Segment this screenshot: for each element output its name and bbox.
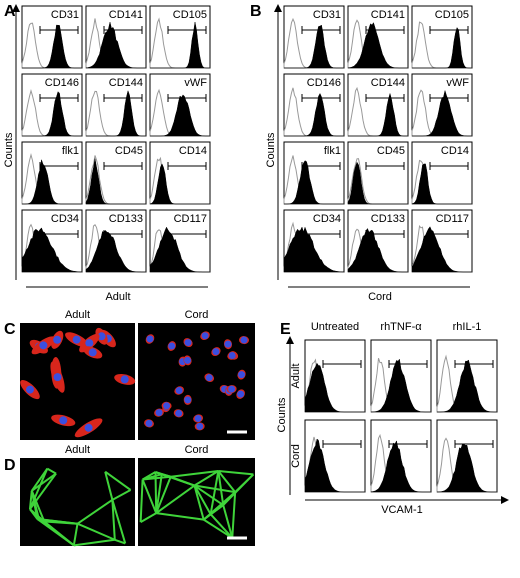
nucleus bbox=[85, 424, 93, 432]
column-label: rhIL-1 bbox=[453, 321, 482, 333]
y-axis-label: Counts bbox=[3, 132, 15, 167]
tube bbox=[155, 472, 156, 513]
nucleus bbox=[156, 409, 163, 416]
marker-label: CD31 bbox=[313, 9, 341, 21]
marker-label: flk1 bbox=[324, 145, 341, 157]
marker-label: CD133 bbox=[109, 213, 143, 225]
marker-label: CD105 bbox=[435, 9, 469, 21]
nucleus bbox=[53, 336, 61, 344]
panel-label: E bbox=[280, 321, 291, 338]
marker-label: CD141 bbox=[371, 9, 405, 21]
nucleus bbox=[85, 339, 93, 347]
image-label: Cord bbox=[185, 444, 209, 456]
nucleus bbox=[184, 396, 191, 403]
marker-label: vWF bbox=[446, 77, 469, 89]
nucleus bbox=[145, 420, 152, 427]
marker-label: CD45 bbox=[115, 145, 143, 157]
nucleus bbox=[121, 375, 129, 383]
column-label: rhTNF-α bbox=[380, 321, 422, 333]
nucleus bbox=[224, 341, 231, 348]
marker-label: flk1 bbox=[62, 145, 79, 157]
row-label: Cord bbox=[290, 444, 302, 468]
image-label: Adult bbox=[65, 444, 90, 456]
nucleus bbox=[238, 371, 245, 378]
nucleus bbox=[168, 343, 175, 350]
nucleus bbox=[185, 339, 192, 346]
nucleus bbox=[59, 416, 67, 424]
marker-label: CD14 bbox=[441, 145, 469, 157]
marker-label: CD105 bbox=[173, 9, 207, 21]
nucleus bbox=[237, 391, 244, 398]
x-axis-label: Adult bbox=[105, 291, 130, 303]
nucleus bbox=[228, 386, 235, 393]
nucleus bbox=[175, 410, 182, 417]
marker-label: CD133 bbox=[371, 213, 405, 225]
marker-label: vWF bbox=[184, 77, 207, 89]
marker-label: CD146 bbox=[45, 77, 79, 89]
nucleus bbox=[196, 423, 203, 430]
y-axis-label: Counts bbox=[276, 397, 288, 432]
panel-label: C bbox=[4, 321, 16, 338]
nucleus bbox=[89, 348, 97, 356]
nucleus bbox=[206, 374, 213, 381]
column-label: Untreated bbox=[311, 321, 359, 333]
panel-label: D bbox=[4, 457, 16, 474]
nucleus bbox=[26, 386, 34, 394]
marker-label: CD14 bbox=[179, 145, 207, 157]
row-label: Adult bbox=[290, 363, 302, 388]
nucleus bbox=[212, 348, 219, 355]
nucleus bbox=[163, 402, 170, 409]
marker-label: CD117 bbox=[174, 213, 207, 225]
marker-label: CD34 bbox=[313, 213, 341, 225]
x-axis-label: VCAM-1 bbox=[381, 504, 423, 516]
marker-label: CD117 bbox=[436, 213, 469, 225]
nucleus bbox=[202, 332, 209, 339]
panel-label: A bbox=[4, 3, 16, 20]
marker-label: CD45 bbox=[377, 145, 405, 157]
panel-label: B bbox=[250, 3, 262, 20]
nucleus bbox=[73, 336, 81, 344]
nucleus bbox=[240, 337, 247, 344]
x-axis-label: Cord bbox=[368, 291, 392, 303]
nucleus bbox=[176, 387, 183, 394]
marker-label: CD144 bbox=[109, 77, 143, 89]
image-label: Cord bbox=[185, 309, 209, 321]
nucleus bbox=[146, 336, 153, 343]
nucleus bbox=[39, 341, 47, 349]
marker-label: CD31 bbox=[51, 9, 79, 21]
marker-label: CD141 bbox=[109, 9, 143, 21]
y-axis-label: Counts bbox=[265, 132, 277, 167]
nucleus bbox=[184, 357, 191, 364]
nucleus bbox=[54, 373, 62, 381]
image-label: Adult bbox=[65, 309, 90, 321]
nucleus bbox=[195, 415, 202, 422]
marker-label: CD144 bbox=[371, 77, 405, 89]
marker-label: CD34 bbox=[51, 213, 79, 225]
nucleus bbox=[229, 352, 236, 359]
marker-label: CD146 bbox=[307, 77, 341, 89]
